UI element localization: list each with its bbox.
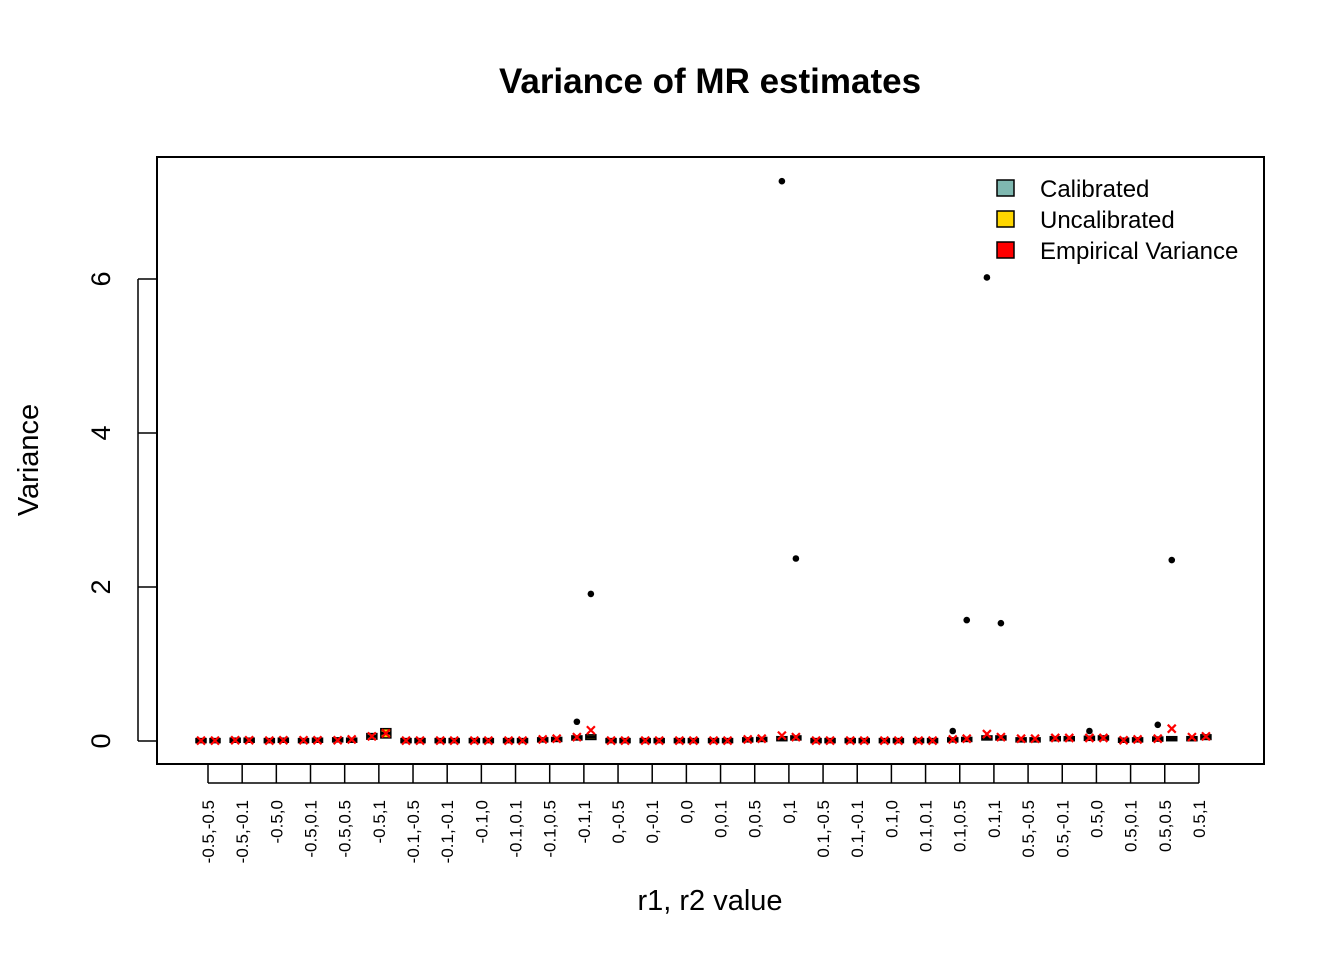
x-tick-label: 0,-0.5 [609,800,628,843]
x-tick-label: 0.5,0 [1087,800,1106,838]
x-tick-label: -0.1,0.1 [507,800,526,858]
x-tick-label: -0.5,0 [267,800,286,843]
x-tick-label: 0.1,-0.5 [814,800,833,858]
uncalibrated-outlier-point [1168,557,1175,564]
x-tick-label: 0.1,0 [882,800,901,838]
legend-swatch [997,242,1014,258]
calibrated-outlier-point [984,274,991,281]
y-tick-label: 0 [86,733,116,748]
y-axis: 0 2 4 6 [86,271,157,748]
x-tick-label: -0.5,1 [370,800,389,843]
uncalibrated-outlier-point [588,591,595,598]
x-tick-label: -0.1,1 [575,800,594,843]
uncalibrated-outlier-point [998,620,1005,627]
x-tick-label: 0.5,1 [1190,800,1209,838]
x-tick-label: 0.1,-0.1 [848,800,867,858]
calibrated-outlier-point [574,718,581,725]
calibrated-outlier-point [1086,728,1093,735]
legend-label: Empirical Variance [1040,238,1238,265]
y-tick-label: 2 [86,579,116,594]
calibrated-outlier-point [1154,722,1161,729]
y-tick-label: 4 [86,425,116,440]
x-tick-label: 0,0.5 [746,800,765,838]
legend: Calibrated Uncalibrated Empirical Variance [997,176,1238,265]
uncalibrated-outlier-point [793,555,800,562]
legend-swatch [997,180,1014,196]
chart-title: Variance of MR estimates [499,62,921,101]
calibrated-outlier-point [949,728,956,735]
x-tick-label: -0.5,0.1 [302,800,321,858]
x-tick-label: -0.1,-0.1 [438,800,457,863]
x-axis-title: r1, r2 value [637,885,782,917]
legend-label: Calibrated [1040,176,1149,203]
x-tick-label: 0.1,0.5 [951,800,970,852]
x-axis: -0.5,-0.5 -0.5,-0.1 -0.5,0 -0.5,0.1 -0.5,0.5… [199,764,1209,863]
x-tick-label: 0,0.1 [712,800,731,838]
x-tick-label: 0.5,0.5 [1156,800,1175,852]
x-tick-label: 0.5,0.1 [1122,800,1141,852]
x-tick-label: -0.5,-0.1 [233,800,252,863]
x-tick-label: -0.5,-0.5 [199,800,218,863]
x-tick-label: 0,0 [677,800,696,824]
legend-swatch [997,211,1014,227]
x-tick-label: 0.5,-0.1 [1053,800,1072,858]
x-tick-label: -0.1,0 [472,800,491,843]
empirical-variance-marker-uncalibrated [587,726,595,734]
x-tick-label: 0.1,1 [985,800,1004,838]
x-tick-label: 0.5,-0.5 [1019,800,1038,858]
y-axis-title: Variance [13,404,45,516]
y-tick-label: 6 [86,271,116,286]
x-tick-label: 0,1 [780,800,799,824]
x-tick-label: -0.1,-0.5 [404,800,423,863]
x-tick-label: -0.1,0.5 [541,800,560,858]
uncalibrated-outlier-point [963,617,970,624]
x-tick-label: 0,-0.1 [643,800,662,843]
empirical-variance-marker-uncalibrated [1168,725,1176,733]
x-tick-label: -0.5,0.5 [336,800,355,858]
calibrated-outlier-point [779,178,786,185]
x-tick-label: 0.1,0.1 [917,800,936,852]
legend-label: Uncalibrated [1040,207,1175,234]
